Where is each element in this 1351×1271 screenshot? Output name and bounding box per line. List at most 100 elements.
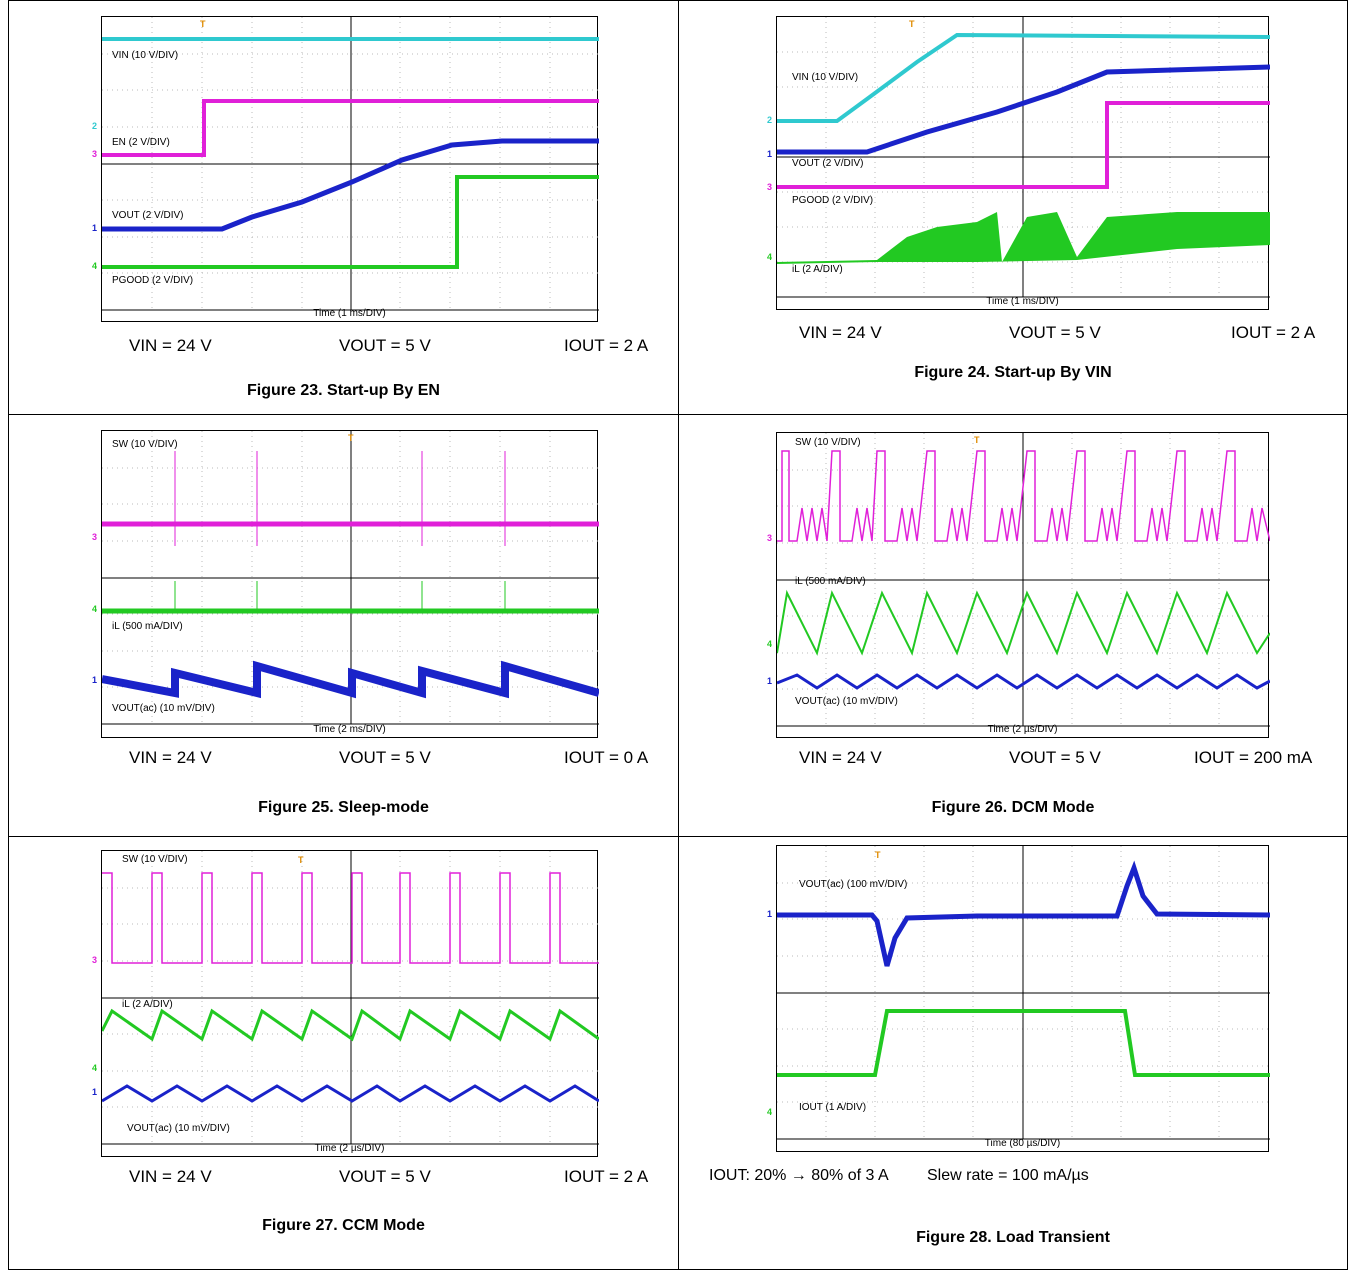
figure-28-cell: T VOUT(ac) (100 mV/DIV) IOUT (1 A/DIV) T…	[678, 836, 1348, 1270]
figure-27-cell: T SW (10 V/DIV) iL (2 A/DIV) VOUT(ac) (1…	[8, 836, 679, 1270]
scope-traces	[102, 851, 599, 1145]
il-trace	[102, 1008, 599, 1042]
timebase-label: Time (2 ms/DIV)	[313, 724, 386, 735]
pgood-trace	[102, 175, 599, 269]
iout-trace	[777, 1009, 1270, 1077]
scope-screen: T VIN (10 V/DIV) EN (2 V/DIV) VOUT (2 V/…	[101, 16, 599, 322]
figure-caption: Figure 24. Start-up By VIN	[914, 364, 1112, 381]
figure-caption: Figure 25. Sleep-mode	[258, 799, 429, 816]
scope-screen: T VIN (10 V/DIV) VOUT (2 V/DIV) PGOOD (2…	[776, 16, 1270, 310]
condition-text: VOUT = 5 V	[339, 748, 431, 767]
trace-label: IOUT (1 A/DIV)	[799, 1102, 867, 1113]
vout-ac-trace	[777, 673, 1270, 690]
scope-screen: T SW (10 V/DIV) iL (2 A/DIV) VOUT(ac) (1…	[101, 850, 599, 1157]
sw-trace	[102, 872, 599, 964]
vout-ac-trace	[102, 660, 599, 699]
channel-marker: 1	[767, 149, 773, 159]
trigger-marker: T	[298, 855, 304, 865]
channel-marker: 4	[92, 1063, 98, 1073]
scope-traces	[102, 17, 599, 311]
figure-23-cell: T VIN (10 V/DIV) EN (2 V/DIV) VOUT (2 V/…	[8, 0, 679, 415]
trace-label: VOUT(ac) (10 mV/DIV)	[127, 1123, 230, 1134]
condition-text: VIN = 24 V	[129, 1167, 212, 1186]
conditions-row: VIN = 24 V VOUT = 5 V IOUT = 2 A	[799, 323, 1339, 347]
channel-marker: 4	[92, 261, 98, 271]
scope-screen: T SW (10 V/DIV) iL (500 mA/DIV) VOUT(ac)…	[776, 432, 1270, 738]
trace-label: VOUT(ac) (100 mV/DIV)	[799, 879, 908, 890]
timebase-label: Time (80 µs/DIV)	[984, 1138, 1061, 1149]
condition-text: VIN = 24 V	[799, 323, 882, 342]
il-trace	[777, 212, 1270, 264]
trigger-marker: T	[348, 433, 354, 443]
trace-label: EN (2 V/DIV)	[112, 137, 170, 148]
condition-text: IOUT = 200 mA	[1194, 748, 1313, 767]
trigger-marker: T	[200, 19, 206, 29]
trace-label: VIN (10 V/DIV)	[792, 72, 859, 83]
condition-text: IOUT = 0 A	[564, 748, 649, 767]
channel-marker: 3	[92, 532, 98, 542]
trace-label: VIN (10 V/DIV)	[112, 50, 179, 61]
channel-marker: 2	[92, 121, 98, 131]
channel-marker: 4	[767, 1107, 773, 1117]
figure-25-cell: T SW (10 V/DIV) iL (500 mA/DIV) VOUT(ac)…	[8, 414, 679, 837]
channel-marker: 1	[92, 1087, 98, 1097]
channel-marker: 1	[767, 676, 773, 686]
condition-text: VOUT = 5 V	[339, 1167, 431, 1186]
condition-text: IOUT = 2 A	[564, 336, 649, 355]
channel-marker: 1	[92, 223, 98, 233]
channel-marker: 3	[767, 533, 773, 543]
il-trace	[777, 589, 1270, 656]
vout-ac-trace	[777, 860, 1270, 967]
figure-caption: Figure 27. CCM Mode	[262, 1217, 425, 1234]
trace-label: SW (10 V/DIV)	[795, 437, 861, 448]
trace-label: VOUT (2 V/DIV)	[792, 158, 864, 169]
channel-marker: 4	[767, 252, 773, 262]
trigger-marker: T	[875, 850, 881, 860]
figure-caption: Figure 28. Load Transient	[916, 1229, 1110, 1246]
condition-text: VOUT = 5 V	[339, 336, 431, 355]
channel-marker: 2	[767, 115, 773, 125]
condition-text: VOUT = 5 V	[1009, 323, 1101, 342]
vout-trace	[102, 138, 599, 232]
condition-text: Slew rate = 100 mA/µs	[927, 1167, 1089, 1184]
en-trace	[102, 99, 599, 157]
condition-text: IOUT = 2 A	[1231, 323, 1316, 342]
figure-caption: Figure 26. DCM Mode	[931, 799, 1095, 816]
trace-label: SW (10 V/DIV)	[122, 854, 188, 865]
trace-label: VOUT(ac) (10 mV/DIV)	[795, 696, 898, 707]
condition-text: VIN = 24 V	[799, 748, 882, 767]
vout-trace	[777, 64, 1270, 155]
trace-label: iL (500 mA/DIV)	[795, 576, 866, 587]
condition-text: VOUT = 5 V	[1009, 748, 1101, 767]
figure-24-cell: T VIN (10 V/DIV) VOUT (2 V/DIV) PGOOD (2…	[678, 0, 1348, 415]
scope-traces	[102, 431, 599, 725]
timebase-label: Time (1 ms/DIV)	[313, 308, 386, 319]
trace-label: iL (2 A/DIV)	[122, 999, 173, 1010]
trace-label: SW (10 V/DIV)	[112, 439, 178, 450]
trace-label: PGOOD (2 V/DIV)	[792, 195, 874, 206]
scope-screen: T SW (10 V/DIV) iL (500 mA/DIV) VOUT(ac)…	[101, 430, 599, 738]
scope-screen: T VOUT(ac) (100 mV/DIV) IOUT (1 A/DIV) T…	[776, 845, 1270, 1152]
trace-label: VOUT (2 V/DIV)	[112, 210, 184, 221]
trace-label: PGOOD (2 V/DIV)	[112, 275, 194, 286]
trigger-marker: T	[909, 19, 915, 29]
channel-marker: 3	[92, 149, 98, 159]
sw-trace	[777, 450, 1270, 542]
figure-table: T VIN (10 V/DIV) EN (2 V/DIV) VOUT (2 V/…	[8, 0, 1348, 1270]
figure-caption: Figure 23. Start-up By EN	[247, 382, 440, 399]
conditions-row: IOUT: 20% → 80% of 3 A Slew rate = 100 m…	[709, 1167, 1329, 1215]
condition-text: VIN = 24 V	[129, 336, 212, 355]
scope-traces	[777, 17, 1270, 298]
conditions-row: VIN = 24 V VOUT = 5 V IOUT = 2 A	[129, 336, 659, 360]
figure-26-cell: T SW (10 V/DIV) iL (500 mA/DIV) VOUT(ac)…	[678, 414, 1348, 837]
scope-traces	[777, 433, 1270, 727]
timebase-label: Time (2 µs/DIV)	[314, 1143, 385, 1154]
condition-text: VIN = 24 V	[129, 748, 212, 767]
trigger-marker: T	[974, 435, 980, 445]
channel-marker: 4	[767, 639, 773, 649]
vin-trace	[777, 32, 1270, 123]
condition-text: IOUT: 20% → 80% of 3 A	[709, 1167, 889, 1184]
conditions-row: VIN = 24 V VOUT = 5 V IOUT = 2 A	[129, 1167, 659, 1191]
vout-ac-trace	[102, 1084, 599, 1103]
conditions-row: VIN = 24 V VOUT = 5 V IOUT = 200 mA	[799, 748, 1339, 772]
